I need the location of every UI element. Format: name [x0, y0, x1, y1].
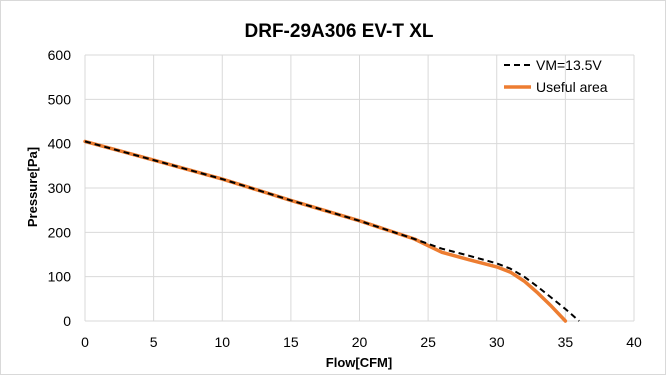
x-tick-label: 30	[489, 334, 505, 350]
y-tick-label: 200	[48, 224, 72, 240]
x-tick-label: 10	[214, 334, 230, 350]
y-tick-label: 300	[48, 180, 72, 196]
axes: 0 100 200 300 400 500 600 0 5 10 15 20 25 30 35 40	[48, 47, 642, 350]
x-tick-label: 0	[81, 334, 89, 350]
y-tick-label: 500	[48, 91, 72, 107]
legend-label: Useful area	[536, 79, 608, 95]
x-tick-label: 25	[420, 334, 436, 350]
x-axis-label: Flow[CFM]	[326, 355, 392, 370]
x-tick-label: 20	[352, 334, 368, 350]
grid	[84, 54, 635, 322]
x-tick-label: 40	[626, 334, 642, 350]
y-tick-label: 0	[63, 313, 71, 329]
legend: VM=13.5V Useful area	[504, 57, 608, 95]
chart-title: DRF-29A306 EV-T XL	[245, 21, 434, 42]
y-tick-label: 400	[48, 136, 72, 152]
x-tick-label: 35	[558, 334, 574, 350]
series-useful-area-line	[83, 139, 568, 323]
legend-label: VM=13.5V	[536, 57, 602, 73]
y-axis-label: Pressure[Pa]	[25, 147, 40, 227]
x-tick-label: 15	[283, 334, 299, 350]
series-vm-13-5v-line	[84, 140, 580, 322]
y-tick-label: 600	[48, 47, 72, 63]
series-layer	[83, 139, 580, 323]
y-tick-label: 100	[48, 269, 72, 285]
x-tick-label: 5	[150, 334, 158, 350]
